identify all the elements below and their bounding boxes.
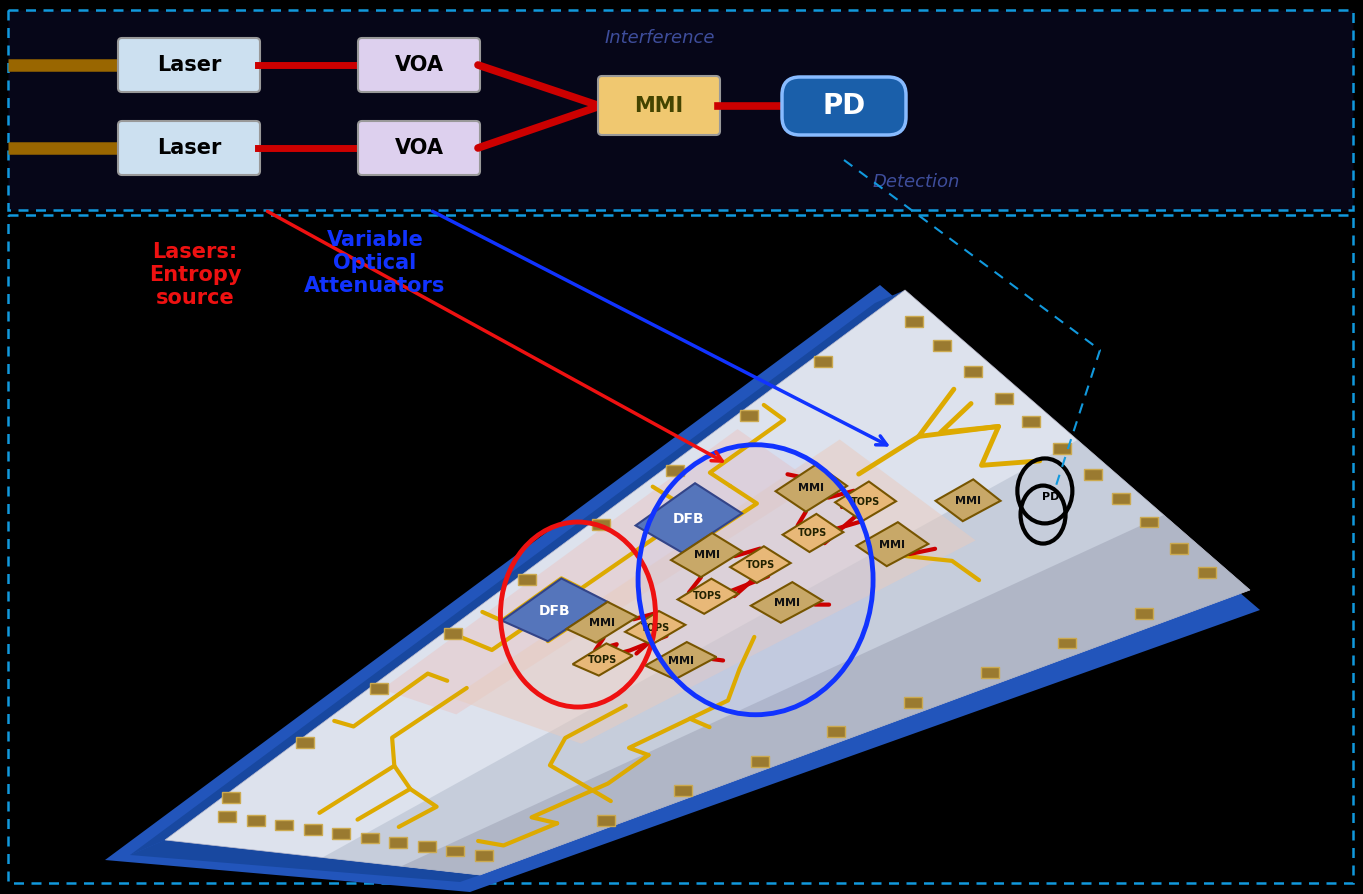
Text: MMI: MMI	[774, 598, 800, 608]
Text: DFB: DFB	[673, 511, 705, 526]
Polygon shape	[836, 482, 895, 521]
Polygon shape	[129, 290, 905, 855]
Polygon shape	[1198, 567, 1216, 578]
Polygon shape	[667, 465, 684, 476]
Text: Interference: Interference	[605, 29, 716, 47]
Text: VOA: VOA	[394, 55, 443, 75]
Polygon shape	[1139, 517, 1157, 527]
Polygon shape	[814, 356, 831, 367]
Polygon shape	[827, 726, 845, 738]
FancyBboxPatch shape	[782, 77, 906, 135]
Polygon shape	[390, 837, 408, 848]
Text: PD: PD	[822, 92, 866, 120]
Text: DFB: DFB	[538, 603, 571, 618]
Polygon shape	[1112, 493, 1130, 504]
Text: Variable: Variable	[327, 230, 424, 250]
Polygon shape	[635, 484, 741, 552]
Polygon shape	[776, 464, 846, 511]
Polygon shape	[247, 815, 264, 826]
Ellipse shape	[638, 444, 874, 714]
Polygon shape	[572, 644, 632, 676]
Text: Attenuators: Attenuators	[304, 276, 446, 296]
Text: VOA: VOA	[394, 138, 443, 158]
Polygon shape	[904, 696, 923, 707]
Text: TOPS: TOPS	[694, 592, 722, 602]
Polygon shape	[296, 738, 313, 748]
Polygon shape	[981, 667, 999, 678]
Polygon shape	[382, 429, 815, 714]
Text: Detection: Detection	[872, 173, 960, 191]
Polygon shape	[361, 832, 379, 843]
Polygon shape	[369, 683, 387, 694]
FancyBboxPatch shape	[119, 121, 260, 175]
Text: TOPS: TOPS	[641, 623, 669, 633]
Polygon shape	[673, 786, 691, 797]
Polygon shape	[451, 440, 976, 744]
Polygon shape	[502, 578, 608, 641]
Polygon shape	[446, 846, 465, 856]
FancyBboxPatch shape	[119, 38, 260, 92]
Polygon shape	[626, 611, 686, 645]
Text: TOPS: TOPS	[587, 654, 617, 665]
Polygon shape	[105, 285, 1259, 892]
Polygon shape	[567, 602, 638, 643]
Polygon shape	[474, 850, 492, 861]
Text: MMI: MMI	[879, 539, 905, 550]
Polygon shape	[1058, 637, 1075, 648]
Text: TOPS: TOPS	[799, 528, 827, 538]
Polygon shape	[856, 522, 928, 566]
Polygon shape	[964, 367, 981, 377]
Polygon shape	[731, 546, 791, 583]
Polygon shape	[740, 410, 758, 421]
Polygon shape	[751, 582, 822, 623]
FancyBboxPatch shape	[358, 121, 480, 175]
Polygon shape	[782, 514, 844, 552]
Polygon shape	[444, 628, 462, 639]
Polygon shape	[1171, 544, 1189, 554]
Text: Laser: Laser	[157, 55, 221, 75]
Text: MMI: MMI	[668, 656, 694, 666]
FancyBboxPatch shape	[598, 76, 720, 135]
Polygon shape	[401, 515, 1250, 875]
Polygon shape	[1022, 417, 1040, 427]
Polygon shape	[218, 811, 236, 822]
Text: Optical: Optical	[334, 253, 417, 273]
Polygon shape	[323, 440, 1250, 875]
Polygon shape	[592, 519, 609, 530]
Polygon shape	[518, 574, 536, 585]
Text: source: source	[155, 288, 234, 308]
Polygon shape	[1135, 608, 1153, 619]
Polygon shape	[1054, 443, 1071, 454]
Polygon shape	[129, 840, 480, 882]
Polygon shape	[333, 829, 350, 839]
Polygon shape	[597, 815, 615, 826]
Polygon shape	[671, 533, 743, 578]
Text: Laser: Laser	[157, 138, 221, 158]
FancyBboxPatch shape	[358, 38, 480, 92]
Text: Lasers:: Lasers:	[153, 242, 237, 262]
Polygon shape	[935, 479, 1000, 521]
Text: TOPS: TOPS	[851, 496, 880, 507]
Text: MMI: MMI	[634, 96, 684, 116]
Polygon shape	[1085, 469, 1103, 480]
Polygon shape	[932, 340, 951, 350]
Text: MMI: MMI	[955, 495, 981, 505]
Text: PD: PD	[1043, 492, 1059, 502]
Polygon shape	[751, 755, 769, 767]
Polygon shape	[222, 792, 240, 803]
Text: MMI: MMI	[694, 551, 720, 561]
Text: MMI: MMI	[799, 484, 825, 493]
Polygon shape	[304, 824, 322, 835]
Polygon shape	[165, 290, 1250, 875]
Text: TOPS: TOPS	[746, 560, 776, 569]
FancyBboxPatch shape	[8, 10, 1353, 210]
Polygon shape	[275, 820, 293, 831]
Text: MMI: MMI	[589, 618, 615, 628]
Polygon shape	[677, 578, 737, 614]
Polygon shape	[905, 316, 923, 327]
Text: Entropy: Entropy	[149, 265, 241, 285]
Polygon shape	[995, 392, 1013, 404]
Polygon shape	[645, 642, 717, 679]
Polygon shape	[417, 841, 436, 852]
